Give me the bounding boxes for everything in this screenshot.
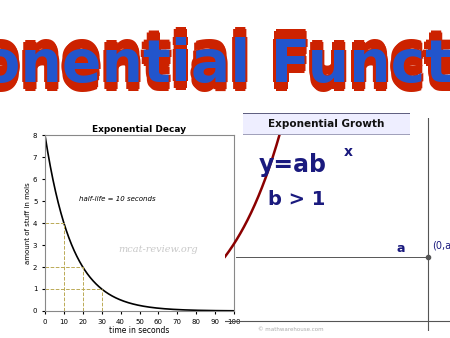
Text: Exponential Functions: Exponential Functions: [0, 44, 450, 101]
Text: (0,a): (0,a): [432, 240, 450, 250]
Y-axis label: amount of stuff in mols: amount of stuff in mols: [26, 182, 32, 264]
Text: Exponential Functions: Exponential Functions: [0, 29, 450, 87]
Text: Exponential Functions: Exponential Functions: [0, 37, 450, 94]
Text: y=ab: y=ab: [258, 153, 327, 177]
Text: Exponential Functions: Exponential Functions: [0, 27, 450, 84]
Text: Exponential Functions: Exponential Functions: [0, 46, 450, 103]
Text: half-life = 10 seconds: half-life = 10 seconds: [78, 196, 155, 202]
FancyBboxPatch shape: [236, 113, 416, 135]
Text: b > 1: b > 1: [268, 190, 326, 209]
Title: Exponential Decay: Exponential Decay: [92, 125, 187, 135]
Text: mcat-review.org: mcat-review.org: [119, 245, 198, 254]
Text: © mathwarehouse.com: © mathwarehouse.com: [258, 327, 324, 332]
Text: a: a: [396, 242, 405, 255]
Text: x: x: [344, 145, 353, 160]
Text: Exponential Functions: Exponential Functions: [0, 44, 450, 101]
Text: Exponential Functions: Exponential Functions: [0, 37, 450, 94]
Text: Exponential Functions: Exponential Functions: [0, 37, 450, 94]
X-axis label: time in seconds: time in seconds: [109, 326, 170, 335]
Text: Exponential Growth: Exponential Growth: [268, 119, 384, 129]
Text: Exponential Functions: Exponential Functions: [0, 29, 450, 87]
